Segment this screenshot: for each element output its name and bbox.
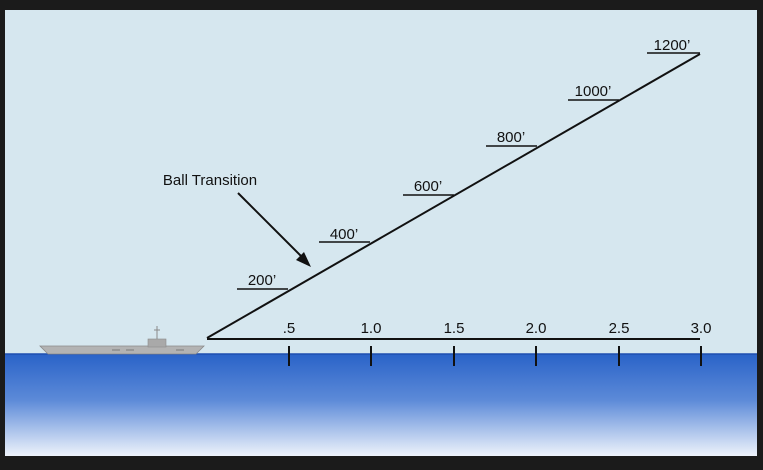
altitude-label-1200: 1200’ [654,37,691,54]
range-label-3.0: 3.0 [691,320,712,337]
sea [5,354,757,456]
range-label-0.5: .5 [283,320,296,337]
altitude-label-400: 400’ [330,226,358,243]
range-label-2.0: 2.0 [526,320,547,337]
altitude-label-200: 200’ [248,272,276,289]
altitude-label-800: 800’ [497,129,525,146]
altitude-label-1000: 1000’ [575,83,612,100]
range-label-1.0: 1.0 [361,320,382,337]
altitude-label-600: 600’ [414,178,442,195]
range-label-2.5: 2.5 [609,320,630,337]
sky-background [5,10,757,354]
glideslope-line [206,53,701,339]
ball-transition-label: Ball Transition [163,172,257,189]
aircraft-carrier-icon [39,326,205,355]
ball-transition-arrow-icon [237,192,311,267]
range-label-1.5: 1.5 [444,320,465,337]
range-tick-marks [288,346,702,366]
